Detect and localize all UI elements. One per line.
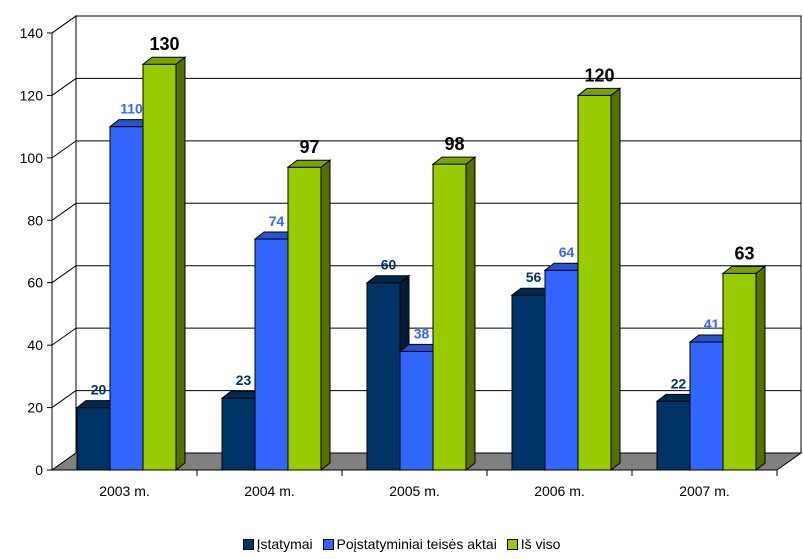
data-label: 97 [299, 137, 319, 157]
bar-front [432, 163, 467, 471]
gridline-side [51, 15, 77, 34]
y-tick-label: 80 [27, 212, 43, 228]
bar-3-1 [141, 56, 187, 472]
bar-front [366, 282, 401, 471]
bar-front [656, 400, 691, 471]
y-tick-label: 40 [27, 337, 43, 353]
legend-swatch-is-viso [506, 538, 518, 550]
data-label: 20 [91, 382, 107, 398]
gridline-side [51, 78, 77, 96]
x-tick-label: 2004 m. [244, 483, 295, 499]
gridline-side [51, 265, 77, 284]
data-label: 38 [414, 325, 430, 341]
bar-front [254, 238, 289, 471]
legend-item-is-viso: Iš viso [506, 536, 561, 552]
data-label: 64 [559, 244, 575, 260]
x-tick-label: 2005 m. [389, 483, 440, 499]
y-tick-label: 0 [35, 462, 43, 478]
gridline-side [51, 390, 77, 408]
legend-swatch-poistatyminiai [322, 538, 334, 550]
bar-front [577, 94, 612, 471]
legend-label-is-viso: Iš viso [520, 536, 561, 552]
y-tick-label: 60 [27, 275, 43, 291]
legend-item-istatymai: Įstatymai [242, 536, 313, 552]
bar-front [109, 126, 144, 471]
bar-front [722, 272, 757, 471]
data-label: 63 [734, 243, 754, 263]
bar-3-3 [431, 156, 477, 472]
data-label: 120 [584, 65, 614, 85]
legend-label-poistatyminiai: Poįstatyminiai teisės aktai [336, 536, 497, 552]
y-tick-label: 20 [27, 400, 43, 416]
bar-top [576, 87, 622, 96]
data-label: 60 [381, 257, 397, 273]
x-tick-label: 2007 m. [679, 483, 730, 499]
bar-front [76, 407, 111, 471]
data-label: 130 [149, 34, 179, 54]
legend-item-poistatyminiai: Poįstatyminiai teisės aktai [322, 536, 497, 552]
bar-side [610, 87, 621, 472]
gridline-side [51, 202, 77, 221]
bar-side [175, 56, 186, 472]
bar-front [399, 350, 434, 471]
bar-front [221, 397, 256, 471]
data-label: 110 [120, 101, 143, 117]
bar-front [287, 166, 322, 471]
data-label: 74 [269, 213, 285, 229]
x-tick-label: 2006 m. [534, 483, 585, 499]
bar-3-2 [286, 159, 332, 472]
y-tick-label: 140 [20, 25, 44, 41]
data-label: 23 [236, 372, 252, 388]
chart-legend: Įstatymai Poįstatyminiai teisės aktai Iš… [0, 536, 803, 552]
bar-top [141, 56, 187, 65]
plot-side-wall [51, 15, 77, 471]
legend-swatch-istatymai [242, 538, 254, 550]
bar-top [721, 265, 767, 274]
bar-top [286, 159, 332, 168]
bar-3-5 [721, 265, 767, 472]
x-tick-label: 2003 m. [99, 483, 150, 499]
bar-side [320, 159, 331, 472]
bar-top [431, 156, 477, 165]
bar-front [511, 294, 546, 471]
data-label: 56 [526, 269, 542, 285]
legend-label-istatymai: Įstatymai [256, 536, 313, 552]
data-label: 22 [671, 375, 687, 391]
data-label: 41 [704, 316, 720, 332]
data-label: 98 [444, 134, 464, 154]
gridline-side [51, 327, 77, 346]
y-tick-label: 100 [20, 150, 44, 166]
gridline-side [51, 140, 77, 159]
bar-3-4 [576, 87, 622, 472]
bar-side [755, 265, 766, 472]
y-tick-label: 120 [20, 87, 44, 103]
bar-front [544, 269, 579, 471]
bar-front [142, 63, 177, 471]
bar-side [465, 156, 476, 472]
bar-front [689, 341, 724, 471]
bar-top [365, 275, 411, 284]
